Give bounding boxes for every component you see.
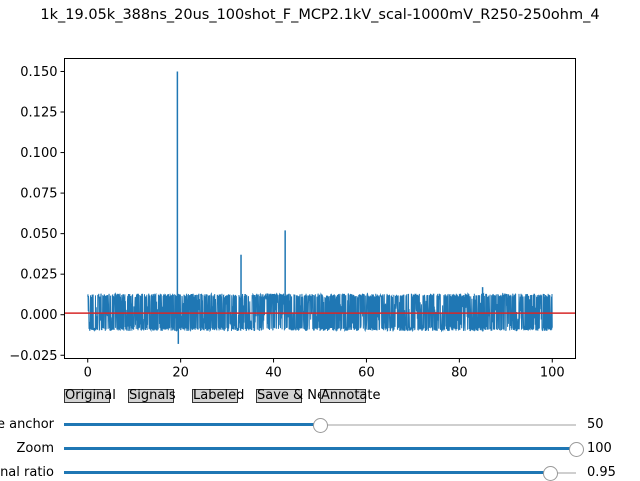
- slider-fill: [64, 447, 576, 450]
- slider-value: 50: [587, 417, 604, 432]
- slider-label: Zoom: [16, 441, 54, 456]
- slider-fill: [64, 471, 551, 474]
- y-tick-label: 0.000: [20, 308, 57, 323]
- slider-handle[interactable]: [543, 466, 559, 481]
- slider-handle[interactable]: [313, 418, 328, 433]
- slider-value: 0.95: [587, 465, 616, 480]
- signals-button[interactable]: Signals: [128, 388, 176, 403]
- y-tick-label: −0.025: [9, 349, 57, 364]
- slider-handle[interactable]: [569, 442, 584, 457]
- waveform-chart: 0 20 40 60 80 100 −0.025 0.000 0.025 0.050 0.075 0…: [9, 58, 576, 381]
- y-tick-label: 0.075: [20, 187, 57, 202]
- slider-fill: [64, 423, 320, 426]
- x-tick-label: 40: [265, 366, 282, 381]
- original-button[interactable]: Original: [64, 388, 116, 403]
- labeled-button[interactable]: Labeled: [192, 388, 245, 403]
- x-tick-label: 0: [84, 366, 92, 381]
- y-tick-label: 0.050: [20, 227, 57, 242]
- waveform-series: [87, 292, 553, 333]
- y-tick-label: 0.150: [20, 65, 57, 80]
- figure-title: 1k_19.05k_388ns_20us_100shot_F_MCP2.1kV_…: [40, 7, 600, 23]
- y-tick-label: 0.125: [20, 106, 57, 121]
- y-tick-label: 0.025: [20, 268, 57, 283]
- save-next-button[interactable]: Save & Next: [256, 388, 338, 403]
- slider-label: Time anchor: [0, 417, 54, 432]
- y-tick-label: 0.100: [20, 146, 57, 161]
- x-tick-label: 20: [172, 366, 189, 381]
- slider-value: 100: [587, 441, 612, 456]
- plot-frame: [64, 58, 576, 359]
- x-tick-label: 80: [451, 366, 468, 381]
- annotate-button[interactable]: Annotate: [320, 388, 381, 403]
- x-tick-label: 100: [540, 366, 565, 381]
- slider-label: Signal ratio: [0, 465, 54, 480]
- x-tick-label: 60: [358, 366, 375, 381]
